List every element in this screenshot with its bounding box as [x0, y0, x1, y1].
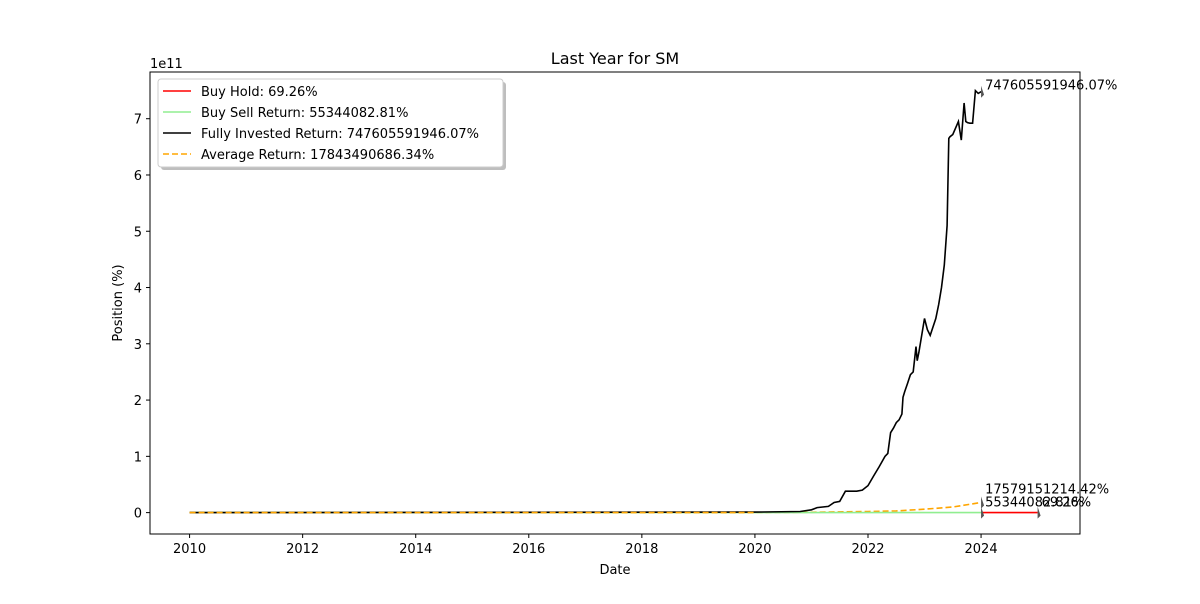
annotation-marker	[981, 506, 985, 519]
annotation-label: 69.26%	[1042, 496, 1092, 511]
annotation-marker	[981, 85, 985, 98]
y-tick-label: 7	[134, 113, 142, 128]
x-axis-label: Date	[599, 563, 630, 578]
x-tick-label: 2018	[625, 542, 658, 557]
series-line	[189, 501, 982, 514]
y-axis: 0 1 2 3 4 5 6 7	[134, 113, 150, 522]
annotation-marker	[1037, 506, 1041, 519]
x-tick-label: 2020	[738, 542, 771, 557]
annotation-marker	[981, 496, 985, 509]
x-tick-label: 2022	[851, 542, 884, 557]
x-tick-label: 2012	[286, 542, 319, 557]
y-tick-label: 4	[134, 282, 142, 297]
series-line	[189, 88, 982, 514]
x-tick-label: 2016	[512, 542, 545, 557]
legend-label: Buy Hold: 69.26%	[201, 85, 318, 100]
y-tick-label: 0	[134, 507, 142, 522]
x-tick-label: 2014	[399, 542, 432, 557]
legend-label: Fully Invested Return: 747605591946.07%	[201, 127, 479, 142]
series-layer	[189, 88, 1038, 514]
y-tick-label: 2	[134, 394, 142, 409]
legend-label: Buy Sell Return: 55344082.81%	[201, 106, 408, 121]
chart-title: Last Year for SM	[551, 49, 679, 68]
x-axis: 2010 2012 2014 2016 2018 2020 2022 2024	[173, 534, 998, 557]
x-tick-label: 2024	[965, 542, 998, 557]
x-tick-label: 2010	[173, 542, 206, 557]
y-tick-label: 5	[134, 225, 142, 240]
annotation-label: 747605591946.07%	[985, 79, 1117, 94]
annotation-label: 17579151214.42%	[985, 482, 1109, 497]
y-tick-label: 3	[134, 338, 142, 353]
y-multiplier-label: 1e11	[150, 57, 183, 72]
y-tick-label: 6	[134, 169, 142, 184]
legend-label: Average Return: 17843490686.34%	[201, 148, 434, 163]
annotation-layer: 747605591946.07% 17579151214.42%55344082.…	[981, 79, 1117, 519]
y-tick-label: 1	[134, 450, 142, 465]
annotation-label: 55344082.81%	[985, 496, 1084, 511]
y-axis-label: Position (%)	[111, 264, 126, 341]
legend: Buy Hold: 69.26% Buy Sell Return: 5534408…	[157, 78, 506, 170]
plot-area	[149, 71, 1081, 535]
